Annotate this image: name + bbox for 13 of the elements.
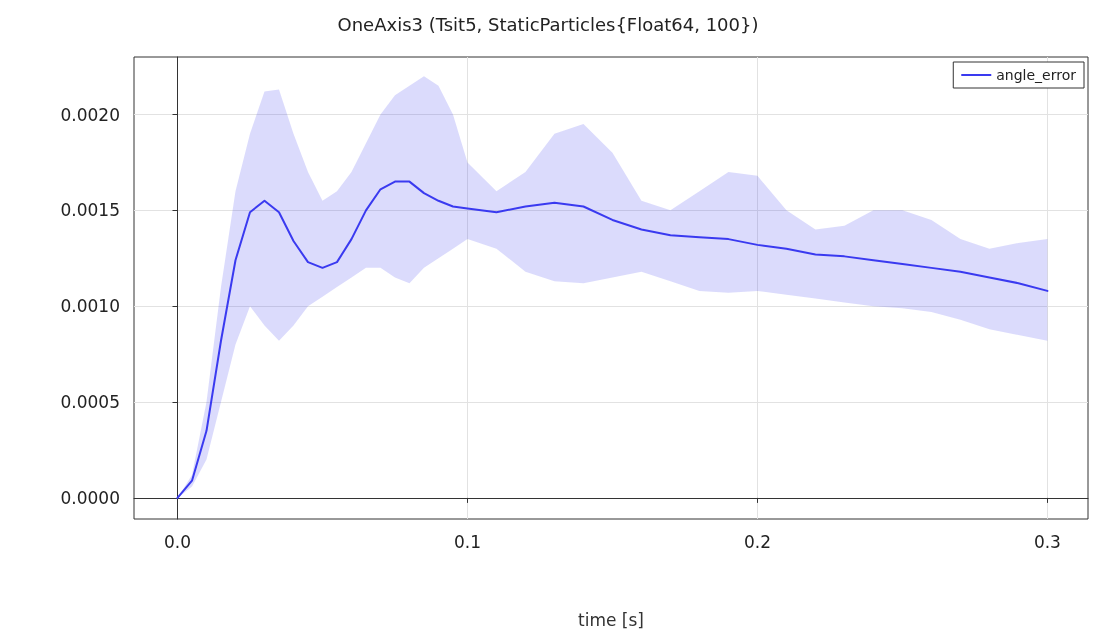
legend-label: angle_error (996, 67, 1077, 83)
y-tick-label: 0.0020 (60, 104, 120, 125)
y-tick-label: 0.0000 (60, 487, 120, 508)
x-tick-label: 0.1 (453, 531, 481, 552)
x-axis-title: time [s] (578, 609, 644, 630)
x-tick-label: 0.0 (163, 531, 192, 552)
y-tick-label: 0.0010 (60, 296, 120, 317)
x-tick-label: 0.2 (743, 531, 771, 552)
chart-title: OneAxis3 (Tsit5, StaticParticles{Float64, 100}) (337, 13, 759, 35)
y-tick-label: 0.0005 (60, 392, 120, 413)
line-series (176, 180, 1049, 499)
x-tick-label: 0.3 (1033, 531, 1061, 552)
y-tick-label: 0.0015 (60, 200, 120, 221)
